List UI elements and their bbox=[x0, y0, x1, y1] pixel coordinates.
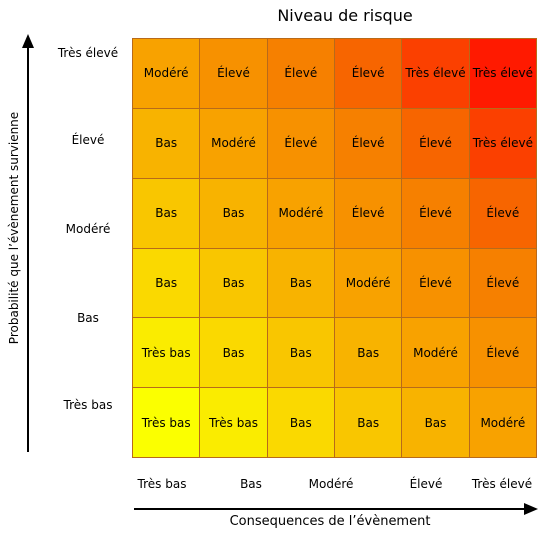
matrix-cell: Bas bbox=[402, 388, 470, 458]
matrix-cell: Très élevé bbox=[469, 39, 537, 109]
x-axis-title: Consequences de l’évènement bbox=[229, 514, 431, 529]
matrix-cell: Bas bbox=[200, 178, 268, 249]
matrix-cell: Modéré bbox=[267, 178, 335, 249]
diagram-title: Niveau de risque bbox=[277, 6, 413, 25]
column-label-very-low: Très bas bbox=[137, 477, 187, 491]
matrix-cell: Élevé bbox=[469, 318, 537, 389]
matrix-cell: Bas bbox=[200, 318, 268, 389]
y-axis-arrowhead bbox=[22, 34, 34, 48]
matrix-cell: Élevé bbox=[267, 39, 335, 109]
matrix-cell: Bas bbox=[267, 248, 335, 319]
matrix-cell: Très élevé bbox=[469, 108, 537, 179]
x-axis-arrowhead bbox=[524, 503, 538, 515]
row-label-low: Bas bbox=[77, 311, 99, 325]
matrix-cell: Très bas bbox=[200, 388, 268, 458]
row-label-high: Élevé bbox=[71, 133, 105, 147]
risk-matrix: Modéré Élevé Élevé Élevé Très élevé Très élev… bbox=[132, 38, 537, 458]
matrix-cell: Élevé bbox=[335, 108, 403, 179]
matrix-cell: Bas bbox=[267, 388, 335, 458]
matrix-cell: Bas bbox=[335, 318, 403, 389]
matrix-cell: Bas bbox=[200, 248, 268, 319]
matrix-cell: Bas bbox=[133, 178, 201, 249]
matrix-cell: Élevé bbox=[469, 178, 537, 249]
column-label-low: Bas bbox=[240, 477, 262, 491]
matrix-cell: Élevé bbox=[402, 108, 470, 179]
matrix-cell: Élevé bbox=[335, 178, 403, 249]
matrix-cell: Élevé bbox=[267, 108, 335, 179]
matrix-cell: Modéré bbox=[335, 248, 403, 319]
matrix-cell: Élevé bbox=[402, 248, 470, 319]
matrix-cell: Bas bbox=[133, 248, 201, 319]
matrix-cell: Élevé bbox=[402, 178, 470, 249]
matrix-cell: Élevé bbox=[469, 248, 537, 319]
matrix-cell: Élevé bbox=[200, 39, 268, 109]
matrix-cell: Bas bbox=[267, 318, 335, 389]
matrix-cell: Très bas bbox=[133, 388, 201, 458]
matrix-cell: Modéré bbox=[469, 388, 537, 458]
matrix-cell: Élevé bbox=[335, 39, 403, 109]
matrix-cell: Très bas bbox=[133, 318, 201, 389]
row-label-very-high: Très élevé bbox=[57, 46, 119, 60]
matrix-cell: Très élevé bbox=[402, 39, 470, 109]
matrix-cell: Modéré bbox=[200, 108, 268, 179]
matrix-cell: Modéré bbox=[402, 318, 470, 389]
column-label-high: Élevé bbox=[409, 477, 443, 491]
column-label-moderate: Modéré bbox=[308, 477, 354, 491]
matrix-cell: Bas bbox=[133, 108, 201, 179]
matrix-cell: Bas bbox=[335, 388, 403, 458]
row-label-moderate: Modéré bbox=[65, 222, 111, 236]
matrix-cell: Modéré bbox=[133, 39, 201, 109]
row-label-very-low: Très bas bbox=[63, 398, 113, 412]
column-label-very-high: Très élevé bbox=[471, 477, 533, 491]
